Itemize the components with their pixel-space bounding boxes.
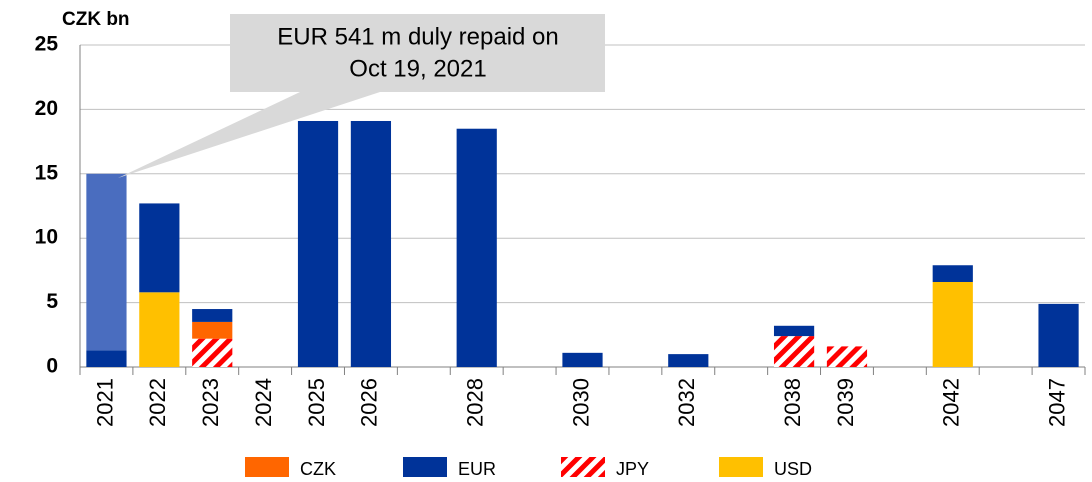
x-tick-label: 2022	[145, 378, 170, 427]
bar-segment	[297, 120, 339, 367]
y-tick-label: 20	[35, 97, 58, 120]
x-tick-label: 2026	[357, 378, 382, 427]
bar-segment	[826, 346, 868, 367]
bar-segment	[192, 309, 233, 322]
x-tick-label: 2042	[939, 378, 964, 427]
bar-segment	[139, 292, 180, 367]
x-tick-label: 2024	[251, 378, 276, 427]
bar-segment	[456, 128, 497, 367]
x-tick-label: 2025	[304, 378, 329, 427]
bar-segment	[86, 173, 127, 351]
bar-segment	[773, 325, 815, 337]
annotation-text: EUR 541 m duly repaid on	[277, 23, 558, 50]
bar-segment	[773, 336, 815, 367]
bar-segment	[350, 120, 392, 367]
y-tick-label: 10	[35, 226, 58, 249]
legend-swatch	[561, 457, 605, 477]
bar-segment	[139, 203, 180, 293]
legend-label: JPY	[616, 459, 649, 479]
x-tick-label: 2032	[674, 378, 699, 427]
x-tick-label: 2023	[198, 378, 223, 427]
bar-segment	[192, 321, 233, 339]
x-tick-label: 2030	[568, 378, 593, 427]
legend-label: EUR	[458, 459, 496, 479]
bar-segment	[86, 350, 127, 367]
x-tick-label: 2028	[463, 378, 488, 427]
bar-segment	[932, 265, 973, 282]
bar-segment	[192, 338, 233, 367]
legend-swatch	[719, 457, 763, 477]
annotation-text: Oct 19, 2021	[349, 55, 486, 82]
bar-segment	[668, 354, 709, 367]
x-tick-label: 2038	[780, 378, 805, 427]
y-tick-label: 25	[35, 33, 59, 56]
y-tick-label: 0	[46, 355, 58, 378]
legend-swatch	[403, 457, 447, 477]
bar-segment	[932, 281, 973, 367]
legend-label: USD	[774, 459, 812, 479]
x-tick-label: 2039	[833, 378, 858, 427]
legend-swatch	[245, 457, 289, 477]
y-tick-label: 15	[35, 161, 59, 184]
callout	[118, 14, 605, 178]
chart-title: CZK bn	[62, 9, 130, 30]
bar-segment	[1038, 303, 1079, 367]
bar-segment	[562, 352, 603, 367]
y-tick-label: 5	[46, 290, 58, 313]
x-tick-label: 2021	[92, 378, 117, 427]
x-tick-label: 2047	[1044, 378, 1069, 427]
legend-label: CZK	[300, 459, 336, 479]
